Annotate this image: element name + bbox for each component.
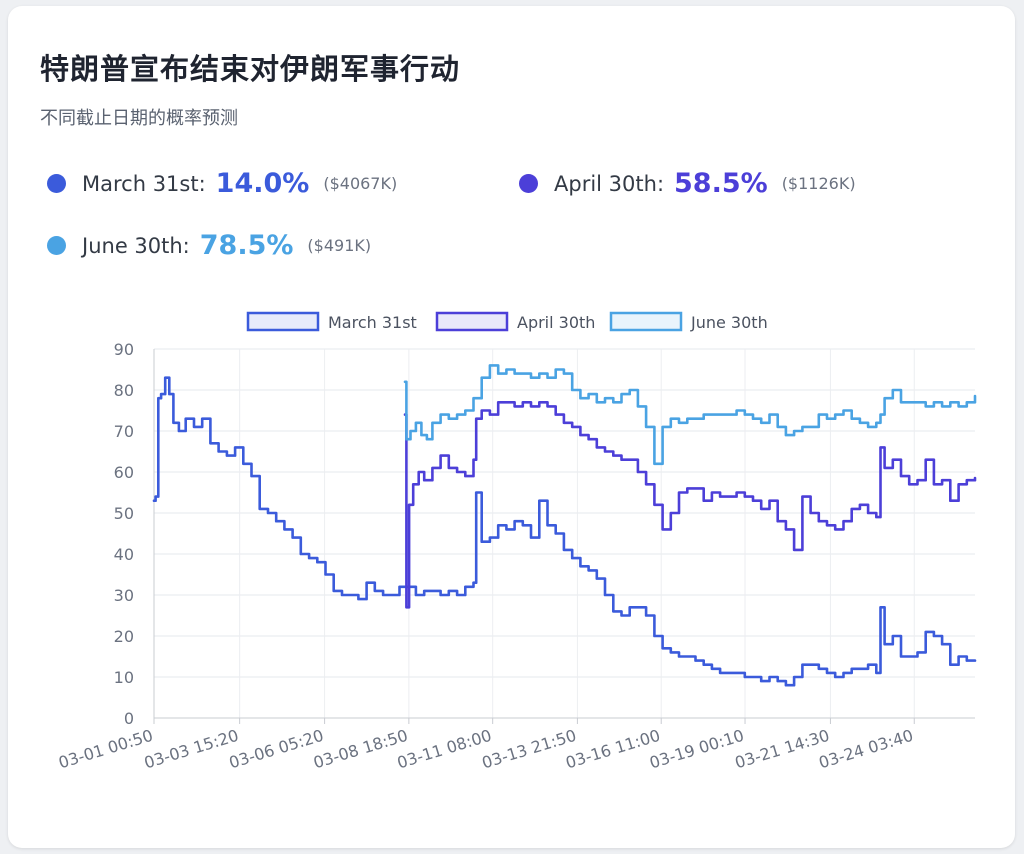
legend-label-april-30th: April 30th — [517, 313, 595, 332]
series-line-april-30th — [403, 401, 977, 609]
legend-label-june-30th: June 30th — [690, 313, 768, 332]
stat-volume: ($491K) — [307, 236, 372, 255]
y-tick-label: 70 — [114, 422, 134, 441]
y-tick-label: 80 — [114, 381, 134, 400]
stat-percent: 58.5% — [674, 168, 768, 199]
x-tick-label: 03-16 11:00 — [563, 726, 662, 773]
x-tick-label: 03-11 08:00 — [395, 726, 494, 773]
stat-label: March 31st: — [82, 171, 206, 196]
stat-june-30th: June 30th: 78.5% ($491K) — [47, 230, 371, 261]
stat-percent: 78.5% — [199, 230, 294, 261]
x-tick-label: 03-21 14:30 — [733, 726, 832, 773]
y-tick-label: 90 — [114, 340, 134, 359]
legend-swatch-march-31st — [246, 311, 320, 332]
stat-volume: ($1126K) — [781, 174, 856, 193]
stat-april-30th: April 30th: 58.5% ($1126K) — [519, 168, 856, 199]
x-tick-label: 03-06 05:20 — [227, 726, 326, 773]
legend-swatch-june-30th — [609, 311, 683, 332]
x-tick-label: 03-01 00:50 — [56, 726, 155, 773]
series-line-march-31st — [152, 376, 977, 687]
y-tick-label: 10 — [114, 668, 134, 687]
stat-label: April 30th: — [554, 171, 665, 196]
y-tick-label: 0 — [124, 709, 134, 728]
stat-volume: ($4067K) — [323, 174, 398, 193]
series-dot — [47, 236, 66, 255]
stat-march-31st: March 31st: 14.0% ($4067K) — [47, 168, 397, 199]
chart-card — [8, 6, 1015, 848]
y-tick-label: 30 — [114, 586, 134, 605]
legend-label-march-31st: March 31st — [328, 313, 417, 332]
page-subtitle: 不同截止日期的概率预测 — [40, 108, 238, 129]
series-dot — [47, 174, 66, 193]
x-tick-label: 03-03 15:20 — [142, 726, 241, 773]
x-tick-label: 03-19 00:10 — [647, 726, 746, 773]
legend-swatch-april-30th — [435, 311, 509, 332]
x-tick-label: 03-13 21:50 — [480, 726, 579, 773]
x-tick-label: 03-08 18:50 — [311, 726, 410, 773]
stat-label: June 30th: — [82, 233, 190, 258]
page-title: 特朗普宣布结束对伊朗军事行动 — [40, 52, 461, 86]
stat-percent: 14.0% — [215, 168, 310, 199]
x-tick-label: 03-24 03:40 — [816, 726, 915, 773]
series-dot — [519, 174, 538, 193]
y-tick-label: 40 — [114, 545, 134, 564]
y-tick-label: 50 — [114, 504, 134, 523]
series-line-june-30th — [403, 364, 977, 466]
y-tick-label: 60 — [114, 463, 134, 482]
y-tick-label: 20 — [114, 627, 134, 646]
